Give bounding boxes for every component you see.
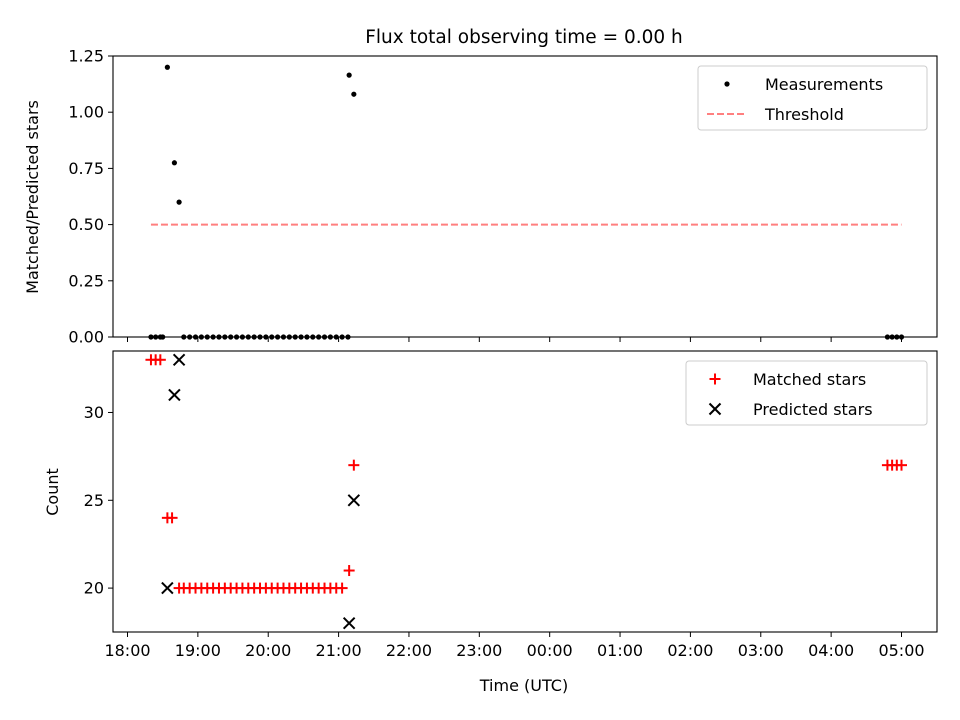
xtick-label-4: 22:00 [386,641,432,660]
xtick-label-2: 20:00 [245,641,291,660]
legend-1: Matched stars Predicted stars [685,360,928,426]
legend-box-0 [697,65,928,131]
point-1-1-3 [342,617,356,630]
point-1-0-34 [343,565,355,577]
ytick-label-0-4: 1.00 [68,103,104,122]
point-1-1-1 [168,388,181,402]
axes-frame-0 [112,55,938,338]
point-0-0-4 [164,64,170,70]
point-1-1-1-b [168,388,181,402]
point-1-1-0 [172,353,186,366]
legend-label-0-1: Threshold [764,105,844,124]
bottom-panel: 20 25 30 18:00 19:00 20:00 21:00 22:00 23:00 00:0… [84,350,938,660]
ytick-label-0-2: 0.50 [68,215,104,234]
ytick-label-1-1: 25 [84,491,104,510]
legend-handle-0-0 [724,81,730,87]
point-0-0-36 [346,72,352,78]
xtick-label-6: 00:00 [527,641,573,660]
point-1-0-39 [896,459,907,471]
xtick-label-1: 19:00 [175,641,221,660]
xtick-label-8: 02:00 [667,641,713,660]
legend-handle-1-0 [709,373,721,385]
point-0-0-37 [351,91,357,97]
ytick-label-0-3: 0.75 [68,159,104,178]
point-1-1-2-b [161,581,174,595]
legend-box-1 [685,360,928,426]
xtick-label-11: 05:00 [878,641,924,660]
ytick-label-1-0: 20 [84,579,104,598]
legend-0: Measurements Threshold [697,65,928,131]
point-0-0-6 [176,199,182,205]
series-1-0 [145,354,907,594]
xtick-label-9: 03:00 [738,641,784,660]
ytick-label-1-2: 30 [84,403,104,422]
bottom-ylabel: Count [43,468,62,516]
series-1-1 [161,353,361,630]
legend-label-0-0: Measurements [765,75,883,94]
ytick-label-0-1: 0.25 [68,271,104,290]
xtick-label-5: 23:00 [456,641,502,660]
point-0-0-5 [171,160,178,166]
point-1-1-4 [347,494,361,507]
xtick-label-7: 01:00 [597,641,643,660]
legend-handle-1-1 [708,402,722,416]
point-1-1-4-b [347,494,361,507]
xtick-label-3: 21:00 [316,641,362,660]
legend-handle-1-1-b [708,402,722,416]
point-1-1-0-b [172,353,186,366]
point-1-0-4 [166,512,178,524]
ytick-label-0-0: 0.00 [68,328,104,347]
point-1-0-33 [336,582,348,594]
bottom-xlabel: Time (UTC) [479,676,568,695]
xtick-label-0: 18:00 [104,641,150,660]
point-1-1-2 [161,581,174,595]
point-1-0-35 [348,459,360,471]
legend-label-1-0: Matched stars [753,370,866,389]
point-1-0-2 [154,354,166,366]
top-ylabel: Matched/Predicted stars [23,100,42,294]
axes-frame-1 [112,350,938,633]
ytick-label-0-5: 1.25 [68,47,104,66]
legend-label-1-1: Predicted stars [753,400,873,419]
top-panel: 0.00 0.25 0.50 0.75 1.00 1.25 Measurements Thre… [68,47,938,347]
point-1-1-3-b [342,617,356,630]
xtick-label-10: 04:00 [808,641,854,660]
chart-title: Flux total observing time = 0.00 h [365,27,683,48]
